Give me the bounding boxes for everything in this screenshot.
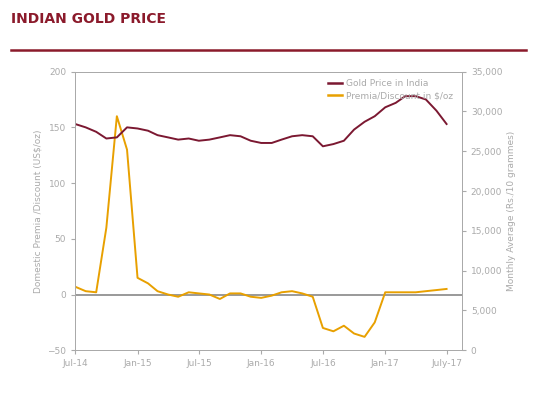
Text: INDIAN GOLD PRICE: INDIAN GOLD PRICE xyxy=(11,12,166,26)
Y-axis label: Monthly Average (Rs./10 grammes): Monthly Average (Rs./10 grammes) xyxy=(506,131,516,291)
Y-axis label: Domestic Premia /Discount (US$/oz): Domestic Premia /Discount (US$/oz) xyxy=(34,129,43,293)
Legend: Gold Price in India, Premia/Discount in $/oz: Gold Price in India, Premia/Discount in … xyxy=(328,79,453,101)
